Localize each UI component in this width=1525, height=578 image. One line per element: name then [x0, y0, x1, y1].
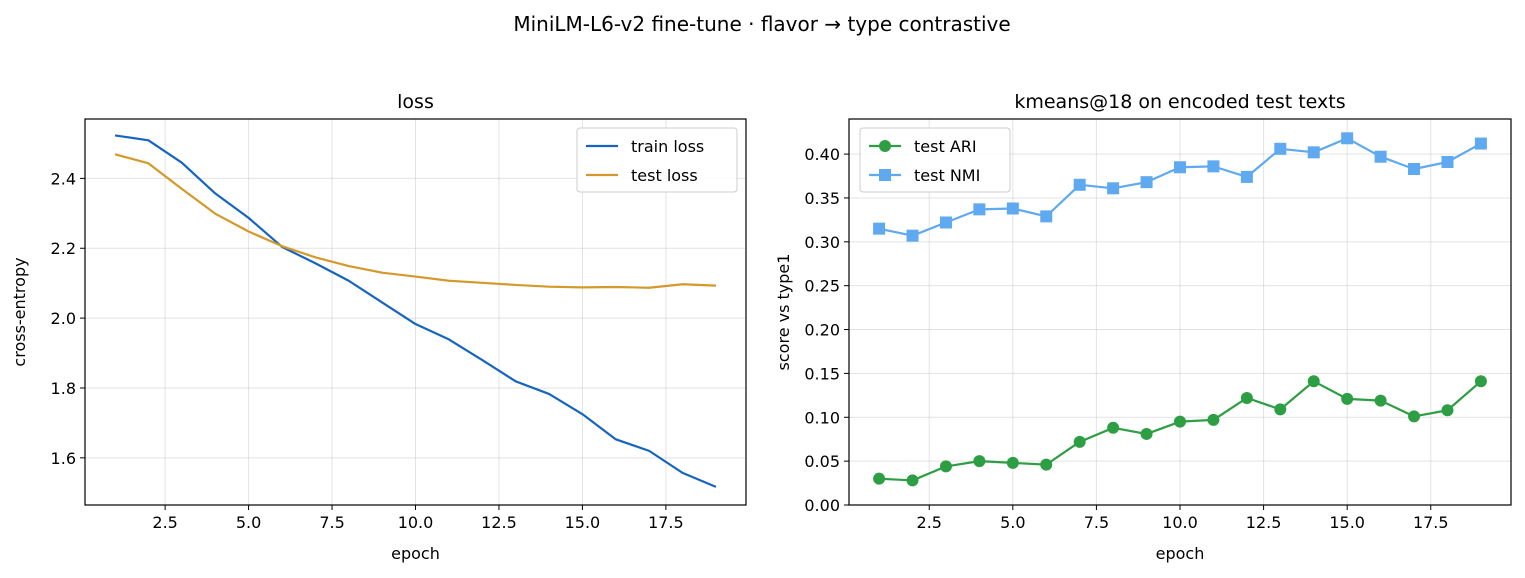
chart-panel-2: 2.5 5.0 7.5 10.0 12.5 15.0 17.5 0.00 0.05 0.10 0.1…	[774, 91, 1512, 563]
x-tick-label: 5.0	[1000, 513, 1025, 532]
x-tick-label: 15.0	[1329, 513, 1365, 532]
data-point-test-ARI	[1040, 458, 1053, 471]
x-axis-label: epoch	[391, 544, 440, 563]
y-tick-label: 0.15	[804, 364, 840, 383]
data-point-test-NMI	[1140, 176, 1153, 189]
x-tick-label: 17.5	[648, 513, 684, 532]
data-point-test-NMI	[1040, 210, 1053, 223]
data-point-test-ARI	[1107, 421, 1120, 434]
data-point-test-ARI	[939, 460, 952, 473]
data-point-test-ARI	[1408, 410, 1421, 423]
legend: train loss test loss	[576, 127, 738, 193]
y-tick-label: 0.05	[804, 452, 840, 471]
data-point-test-ARI	[1174, 415, 1186, 428]
x-tick-label: 2.5	[152, 513, 177, 532]
legend-label-test-loss: test loss	[631, 166, 698, 185]
x-tick-label: 15.0	[565, 513, 601, 532]
data-point-test-NMI	[906, 229, 919, 242]
data-point-test-NMI	[1307, 146, 1320, 159]
data-point-test-ARI	[1341, 392, 1354, 405]
data-point-test-NMI	[873, 222, 886, 235]
y-tick-label: 1.6	[51, 449, 76, 468]
chart-panel-1: 2.5 5.0 7.5 10.0 12.5 15.0 17.5 1.6 1.8 2.0 2.2 2.4…	[10, 91, 747, 563]
data-point-test-ARI	[1274, 403, 1287, 416]
data-point-test-ARI	[1073, 435, 1086, 448]
data-point-test-ARI	[1140, 427, 1153, 440]
x-axis-label: epoch	[1156, 544, 1205, 563]
data-point-test-ARI	[973, 455, 986, 468]
data-point-test-ARI	[1207, 413, 1220, 426]
y-tick-label: 2.4	[51, 169, 76, 188]
y-tick-label: 0.40	[804, 145, 840, 164]
chart-title: kmeans@18 on encoded test texts	[1014, 91, 1345, 113]
data-point-test-NMI	[1441, 155, 1454, 168]
data-point-test-NMI	[1174, 161, 1186, 174]
y-axis-label: score vs type1	[774, 254, 793, 371]
data-point-test-ARI	[1441, 404, 1454, 417]
y-tick-label: 0.20	[804, 321, 840, 340]
data-point-test-NMI	[1107, 182, 1120, 195]
x-tick-label: 10.0	[398, 513, 434, 532]
data-point-test-NMI	[1374, 150, 1387, 163]
x-tick-label: 12.5	[481, 513, 517, 532]
chart-title: loss	[397, 91, 434, 113]
data-point-test-NMI	[1073, 178, 1086, 191]
x-tick-label: 10.0	[1162, 513, 1198, 532]
legend-marker-test-NMI	[879, 169, 891, 181]
data-point-test-NMI	[1240, 170, 1253, 183]
y-tick-label: 2.0	[51, 309, 76, 328]
y-tick-label: 0.10	[804, 408, 840, 427]
y-tick-label: 2.2	[51, 239, 76, 258]
data-point-test-NMI	[1006, 202, 1019, 215]
legend-label-train-loss: train loss	[631, 137, 704, 156]
series-line-train-loss	[114, 134, 717, 488]
y-tick-label: 1.8	[51, 379, 76, 398]
legend: test ARI test NMI	[859, 127, 1011, 193]
legend-label-test-NMI: test NMI	[914, 166, 980, 185]
data-point-test-NMI	[1341, 132, 1354, 145]
figure-title: MiniLM-L6-v2 fine-tune · flavor → type c…	[513, 12, 1010, 36]
data-point-test-NMI	[939, 216, 952, 229]
data-point-test-ARI	[906, 474, 919, 487]
data-point-test-NMI	[1274, 142, 1287, 155]
y-tick-label: 0.35	[804, 189, 840, 208]
data-point-test-ARI	[1307, 375, 1320, 388]
x-tick-label: 12.5	[1246, 513, 1282, 532]
legend-marker-test-ARI	[879, 140, 891, 152]
data-point-test-NMI	[1207, 160, 1220, 173]
y-axis-label: cross-entropy	[10, 257, 29, 366]
x-tick-label: 5.0	[236, 513, 261, 532]
data-point-test-NMI	[973, 203, 986, 216]
y-tick-label: 0.30	[804, 233, 840, 252]
x-tick-label: 7.5	[319, 513, 344, 532]
y-tick-label: 0.00	[804, 496, 840, 515]
x-tick-label: 2.5	[917, 513, 942, 532]
data-point-test-ARI	[1006, 456, 1019, 469]
data-point-test-NMI	[1474, 137, 1487, 150]
y-tick-label: 0.25	[804, 277, 840, 296]
data-point-test-ARI	[1374, 394, 1387, 407]
axes-frame	[84, 118, 747, 506]
axes-frame	[848, 118, 1512, 506]
x-tick-label: 7.5	[1084, 513, 1109, 532]
data-point-test-ARI	[1474, 375, 1487, 388]
data-point-test-ARI	[1240, 391, 1253, 404]
legend-label-test-ARI: test ARI	[914, 137, 977, 156]
data-point-test-ARI	[873, 472, 886, 485]
x-tick-label: 17.5	[1413, 513, 1449, 532]
series-line-test-loss	[114, 153, 716, 289]
data-point-test-NMI	[1408, 163, 1421, 176]
